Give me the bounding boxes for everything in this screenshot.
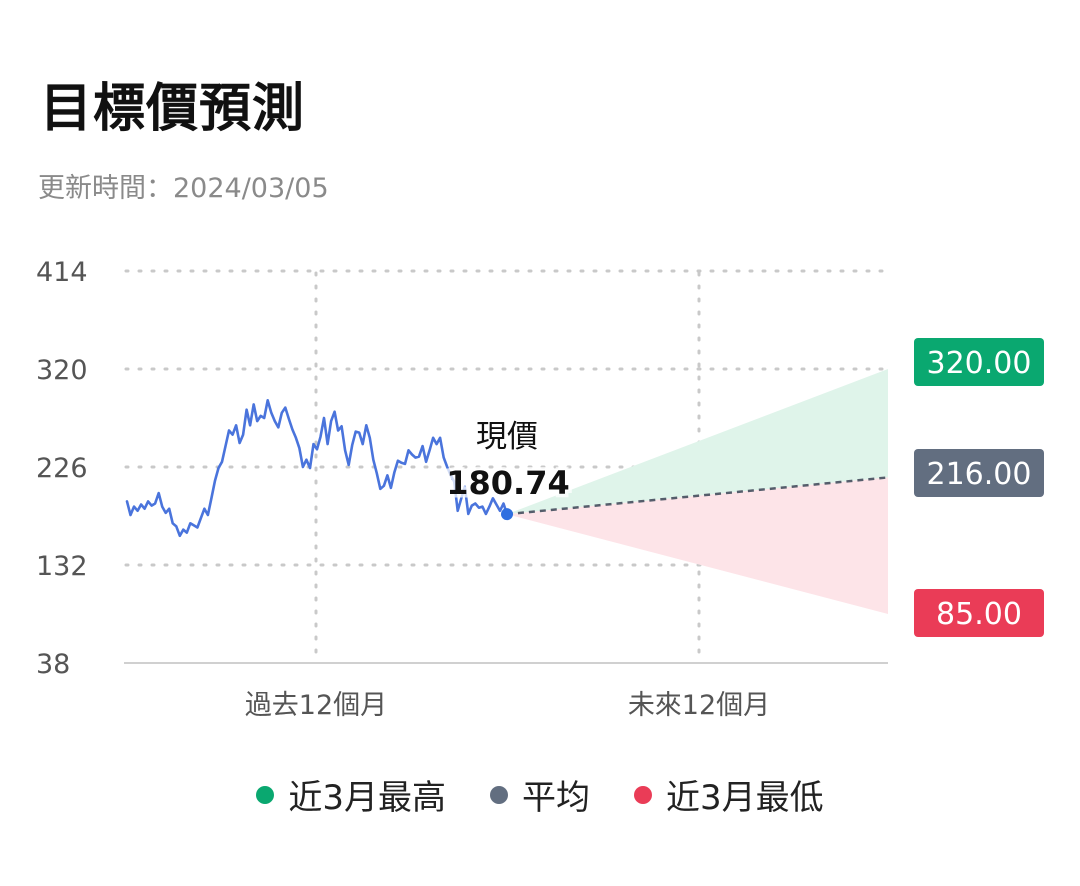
- forecast-badge-1: [914, 449, 1044, 497]
- y-tick-label-320: 320: [36, 355, 88, 386]
- forecast-badge-label-0: 320.00: [927, 346, 1032, 381]
- legend-label-high: 近3月最高: [288, 778, 446, 818]
- y-tick-label-132: 132: [36, 551, 88, 582]
- chart-legend: 近3月最高 平均 近3月最低: [0, 770, 1080, 819]
- price-history-line: [125, 398, 509, 538]
- legend-label-low: 近3月最低: [666, 778, 824, 818]
- page-title: 目標價預測: [40, 79, 306, 139]
- forecast-badge-label-2: 85.00: [936, 597, 1022, 632]
- legend-item-low: 近3月最低: [634, 770, 824, 819]
- forecast-average-line: [506, 476, 889, 516]
- legend-dot-average: [490, 785, 508, 804]
- forecast-badge-0: [914, 338, 1044, 386]
- forecast-badge-2: [914, 589, 1044, 637]
- legend-item-average: 平均: [490, 770, 590, 819]
- current-price-dot: [501, 508, 513, 521]
- forecast-fan-high: [507, 369, 888, 515]
- current-price-value: 180.74: [446, 464, 569, 502]
- forecast-badge-label-1: 216.00: [927, 457, 1032, 492]
- legend-label-average: 平均: [522, 778, 590, 818]
- legend-item-high: 近3月最高: [256, 770, 446, 819]
- forecast-fan-low: [507, 477, 888, 614]
- y-tick-label-226: 226: [36, 453, 88, 484]
- current-price-title: 現價: [476, 419, 538, 455]
- legend-dot-high: [256, 785, 275, 804]
- update-timestamp: 更新時間：2024/03/05: [38, 173, 329, 204]
- x-period-label-0: 過去12個月: [245, 690, 387, 721]
- legend-dot-low: [634, 785, 652, 804]
- y-tick-label-38: 38: [36, 649, 70, 680]
- y-tick-label-414: 414: [36, 257, 88, 288]
- x-period-label-1: 未來12個月: [628, 690, 770, 721]
